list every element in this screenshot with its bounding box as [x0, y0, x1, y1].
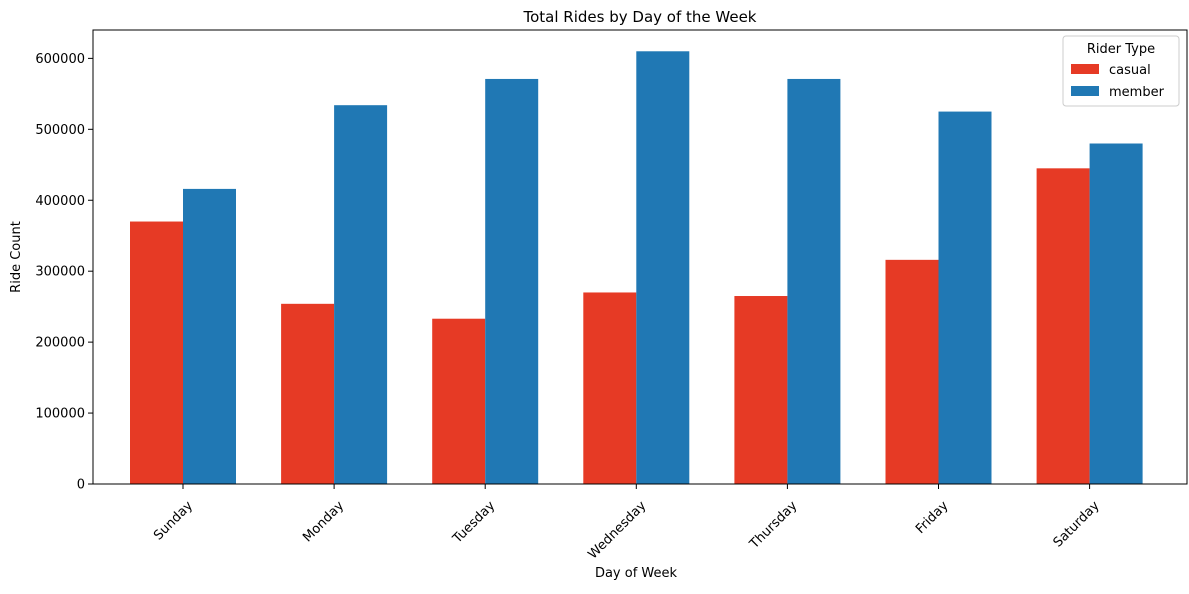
y-axis: 0 100000 200000 300000 400000 500000 600000: [35, 52, 93, 493]
legend: Rider Type casual member: [1062, 35, 1180, 107]
bar-member-sunday: [183, 188, 236, 484]
bar-member-thursday: [787, 78, 841, 485]
y-tick-label: 0: [77, 478, 85, 493]
legend-label-casual: casual: [1109, 63, 1151, 78]
bar-casual-friday: [885, 259, 939, 484]
y-tick-label: 400000: [35, 194, 85, 209]
x-tick-label-tuesday: Tuesday: [450, 498, 499, 547]
x-tick-label-thursday: Thursday: [746, 498, 800, 552]
bar-member-monday: [334, 105, 388, 484]
x-axis-label: Day of Week: [595, 566, 678, 581]
x-tick-label-sunday: Sunday: [151, 498, 196, 543]
chart-title: Total Rides by Day of the Week: [523, 8, 757, 26]
bar-member-tuesday: [485, 78, 539, 485]
plot-frame: [92, 29, 1188, 485]
x-axis: Sunday Monday Tuesday Wednesday Thursday Frid…: [151, 484, 1103, 562]
legend-swatch-member: [1071, 86, 1099, 96]
bar-member-saturday: [1089, 143, 1143, 484]
legend-title: Rider Type: [1087, 42, 1155, 57]
x-tick-label-wednesday: Wednesday: [586, 498, 650, 562]
y-tick-label: 100000: [35, 407, 85, 422]
y-axis-label: Ride Count: [9, 221, 24, 293]
bar-casual-monday: [281, 303, 335, 484]
y-tick-label: 600000: [35, 52, 85, 67]
legend-label-member: member: [1109, 85, 1165, 100]
x-tick-label-monday: Monday: [300, 498, 347, 545]
legend-swatch-casual: [1071, 64, 1099, 74]
x-tick-label-saturday: Saturday: [1051, 498, 1103, 550]
bar-casual-tuesday: [432, 318, 486, 484]
bar-casual-sunday: [130, 221, 183, 484]
bar-casual-thursday: [734, 296, 788, 484]
bar-casual-saturday: [1036, 168, 1090, 484]
bar-member-wednesday: [636, 51, 690, 484]
bars-group: [130, 51, 1143, 485]
y-tick-label: 200000: [35, 336, 85, 351]
bar-member-friday: [938, 111, 992, 484]
y-tick-label: 500000: [35, 123, 85, 138]
x-tick-label-friday: Friday: [913, 498, 952, 537]
bar-casual-wednesday: [583, 292, 637, 484]
y-tick-label: 300000: [35, 265, 85, 280]
